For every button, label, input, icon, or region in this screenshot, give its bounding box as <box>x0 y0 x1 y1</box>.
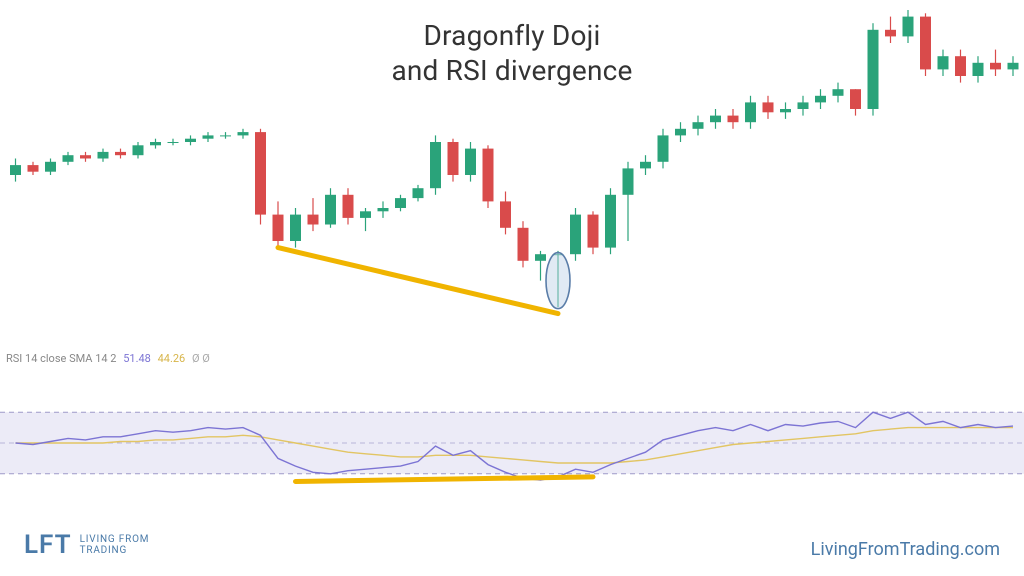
logo-short: LFT <box>24 530 72 560</box>
rsi-panel <box>0 350 1024 530</box>
brand-url: LivingFromTrading.com <box>811 539 1000 560</box>
logo-subtitle: LIVING FROM TRADING <box>80 534 150 556</box>
candlestick-chart <box>0 0 1024 350</box>
brand-logo: LFT LIVING FROM TRADING <box>24 530 149 560</box>
